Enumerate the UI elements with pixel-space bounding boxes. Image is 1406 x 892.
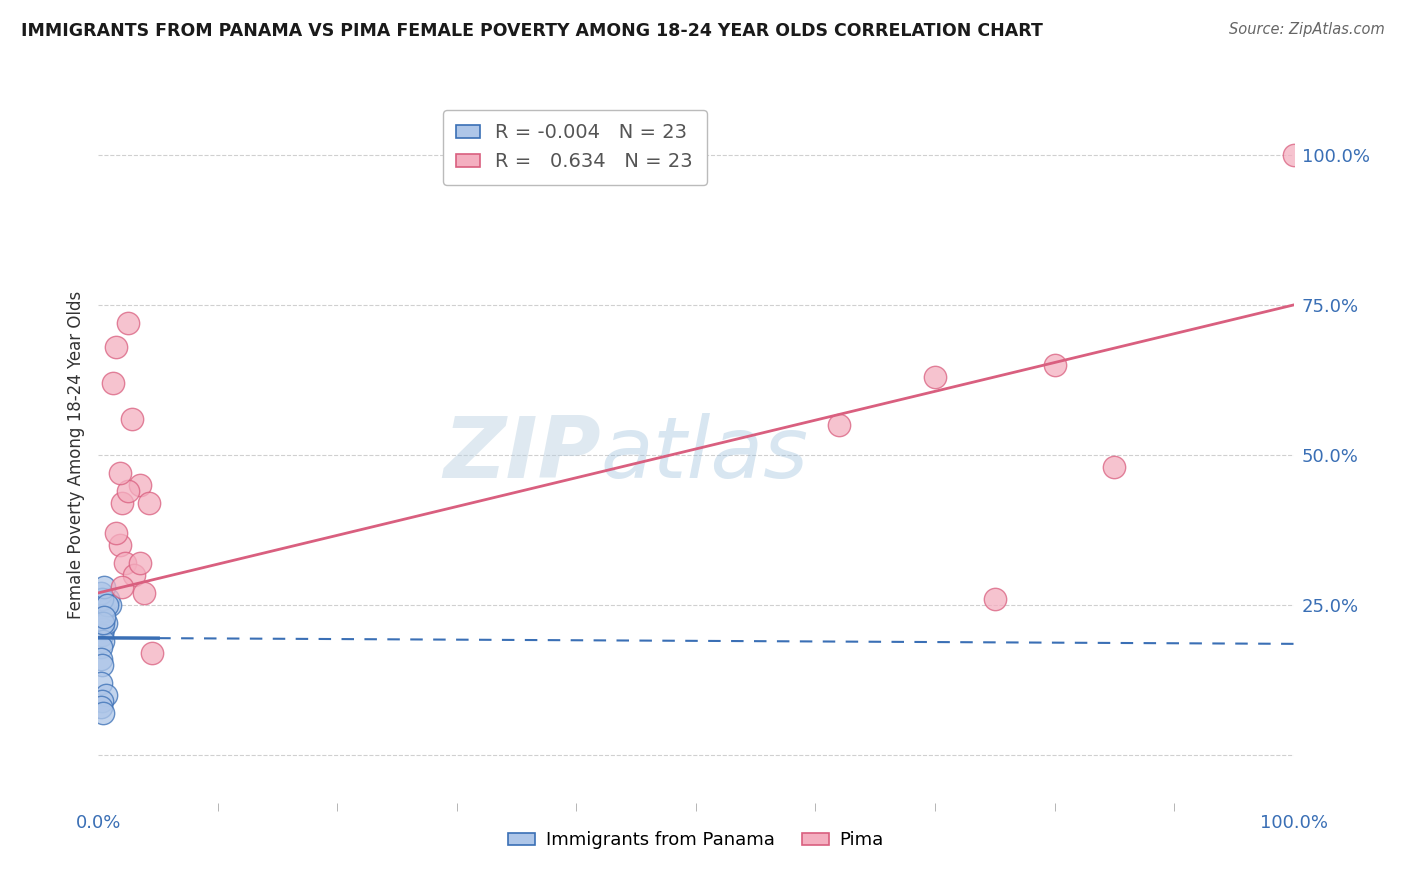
Text: Source: ZipAtlas.com: Source: ZipAtlas.com xyxy=(1229,22,1385,37)
Point xyxy=(91,628,114,642)
Legend: Immigrants from Panama, Pima: Immigrants from Panama, Pima xyxy=(501,824,891,856)
Point xyxy=(91,615,114,630)
Point xyxy=(141,646,163,660)
Point xyxy=(138,496,160,510)
Point xyxy=(129,478,152,492)
Point xyxy=(93,580,115,594)
Point xyxy=(114,556,136,570)
Point xyxy=(91,706,114,720)
Text: ZIP: ZIP xyxy=(443,413,600,497)
Point xyxy=(90,652,112,666)
Point xyxy=(117,483,139,498)
Point xyxy=(132,586,155,600)
Point xyxy=(94,615,117,630)
Point xyxy=(91,633,114,648)
Point xyxy=(93,604,115,618)
Point xyxy=(91,657,114,672)
Point xyxy=(91,694,114,708)
Point xyxy=(90,640,112,654)
Point xyxy=(90,699,112,714)
Point xyxy=(924,370,946,384)
Point xyxy=(121,412,143,426)
Text: IMMIGRANTS FROM PANAMA VS PIMA FEMALE POVERTY AMONG 18-24 YEAR OLDS CORRELATION : IMMIGRANTS FROM PANAMA VS PIMA FEMALE PO… xyxy=(21,22,1043,40)
Point xyxy=(93,610,115,624)
Point xyxy=(111,496,134,510)
Point xyxy=(98,598,122,612)
Point xyxy=(105,340,128,354)
Point xyxy=(90,598,112,612)
Point xyxy=(111,580,134,594)
Point xyxy=(91,622,114,636)
Point xyxy=(97,591,120,606)
Point xyxy=(1104,459,1126,474)
Point xyxy=(91,591,114,606)
Point xyxy=(108,538,131,552)
Point xyxy=(828,417,851,432)
Point xyxy=(124,567,146,582)
Point xyxy=(1282,148,1305,162)
Text: atlas: atlas xyxy=(600,413,808,497)
Point xyxy=(91,615,114,630)
Point xyxy=(96,598,118,612)
Point xyxy=(94,688,117,702)
Point xyxy=(129,556,152,570)
Point xyxy=(117,316,139,330)
Point xyxy=(90,586,112,600)
Point xyxy=(1043,358,1066,372)
Point xyxy=(101,376,124,390)
Point xyxy=(108,466,131,480)
Point xyxy=(90,676,112,690)
Point xyxy=(984,591,1007,606)
Point xyxy=(105,525,128,540)
Y-axis label: Female Poverty Among 18-24 Year Olds: Female Poverty Among 18-24 Year Olds xyxy=(66,291,84,619)
